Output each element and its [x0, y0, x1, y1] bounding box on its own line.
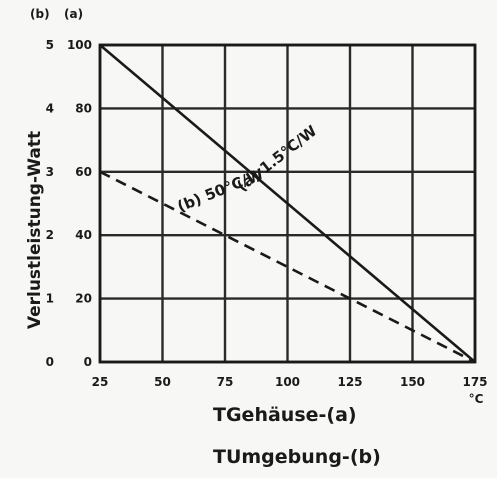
y-tick-label-a-3: 60 — [75, 165, 92, 179]
y-tick-label-a-4: 80 — [75, 101, 92, 115]
grid-layer — [98, 43, 477, 364]
series-line-1 — [99, 170, 476, 364]
y-tick-label-b-1: 1 — [46, 292, 54, 306]
y-tick-label-b-2: 2 — [46, 228, 54, 242]
x-tick-label-2: 75 — [217, 375, 234, 389]
x-tick-label-6: 175 — [462, 375, 487, 389]
x-axis-label-b: TUmgebung-(b) — [213, 446, 381, 468]
tick-layer: 25 50 75 100 125 150 175 0 20 40 60 80 100 0 1 2 3 4 5 — [46, 38, 488, 389]
y-tick-label-b-5: 5 — [46, 38, 54, 52]
x-tick-label-3: 100 — [275, 375, 300, 389]
x-axis-unit: °C — [469, 392, 484, 406]
y-tick-label-b-4: 4 — [46, 101, 54, 115]
plot-frame — [98, 43, 477, 364]
y-tick-label-b-0: 0 — [46, 355, 54, 369]
y-tick-label-a-5: 100 — [67, 38, 92, 52]
y-axis-header-a: (a) — [64, 7, 83, 21]
x-tick-label-0: 25 — [92, 375, 109, 389]
series-layer — [99, 44, 476, 364]
y-tick-label-b-3: 3 — [46, 165, 54, 179]
y-axis-header-b: (b) — [30, 7, 50, 21]
y-tick-label-a-0: 0 — [84, 355, 92, 369]
y-axis-label: Verlustleistung-Watt — [25, 131, 45, 329]
x-tick-label-5: 150 — [400, 375, 425, 389]
x-axis-label-a: TGehäuse-(a) — [213, 404, 357, 426]
series-line-0 — [99, 44, 476, 363]
x-tick-label-4: 125 — [337, 375, 362, 389]
x-tick-label-1: 50 — [154, 375, 171, 389]
y-tick-label-a-2: 40 — [75, 228, 92, 242]
y-tick-label-a-1: 20 — [75, 292, 92, 306]
